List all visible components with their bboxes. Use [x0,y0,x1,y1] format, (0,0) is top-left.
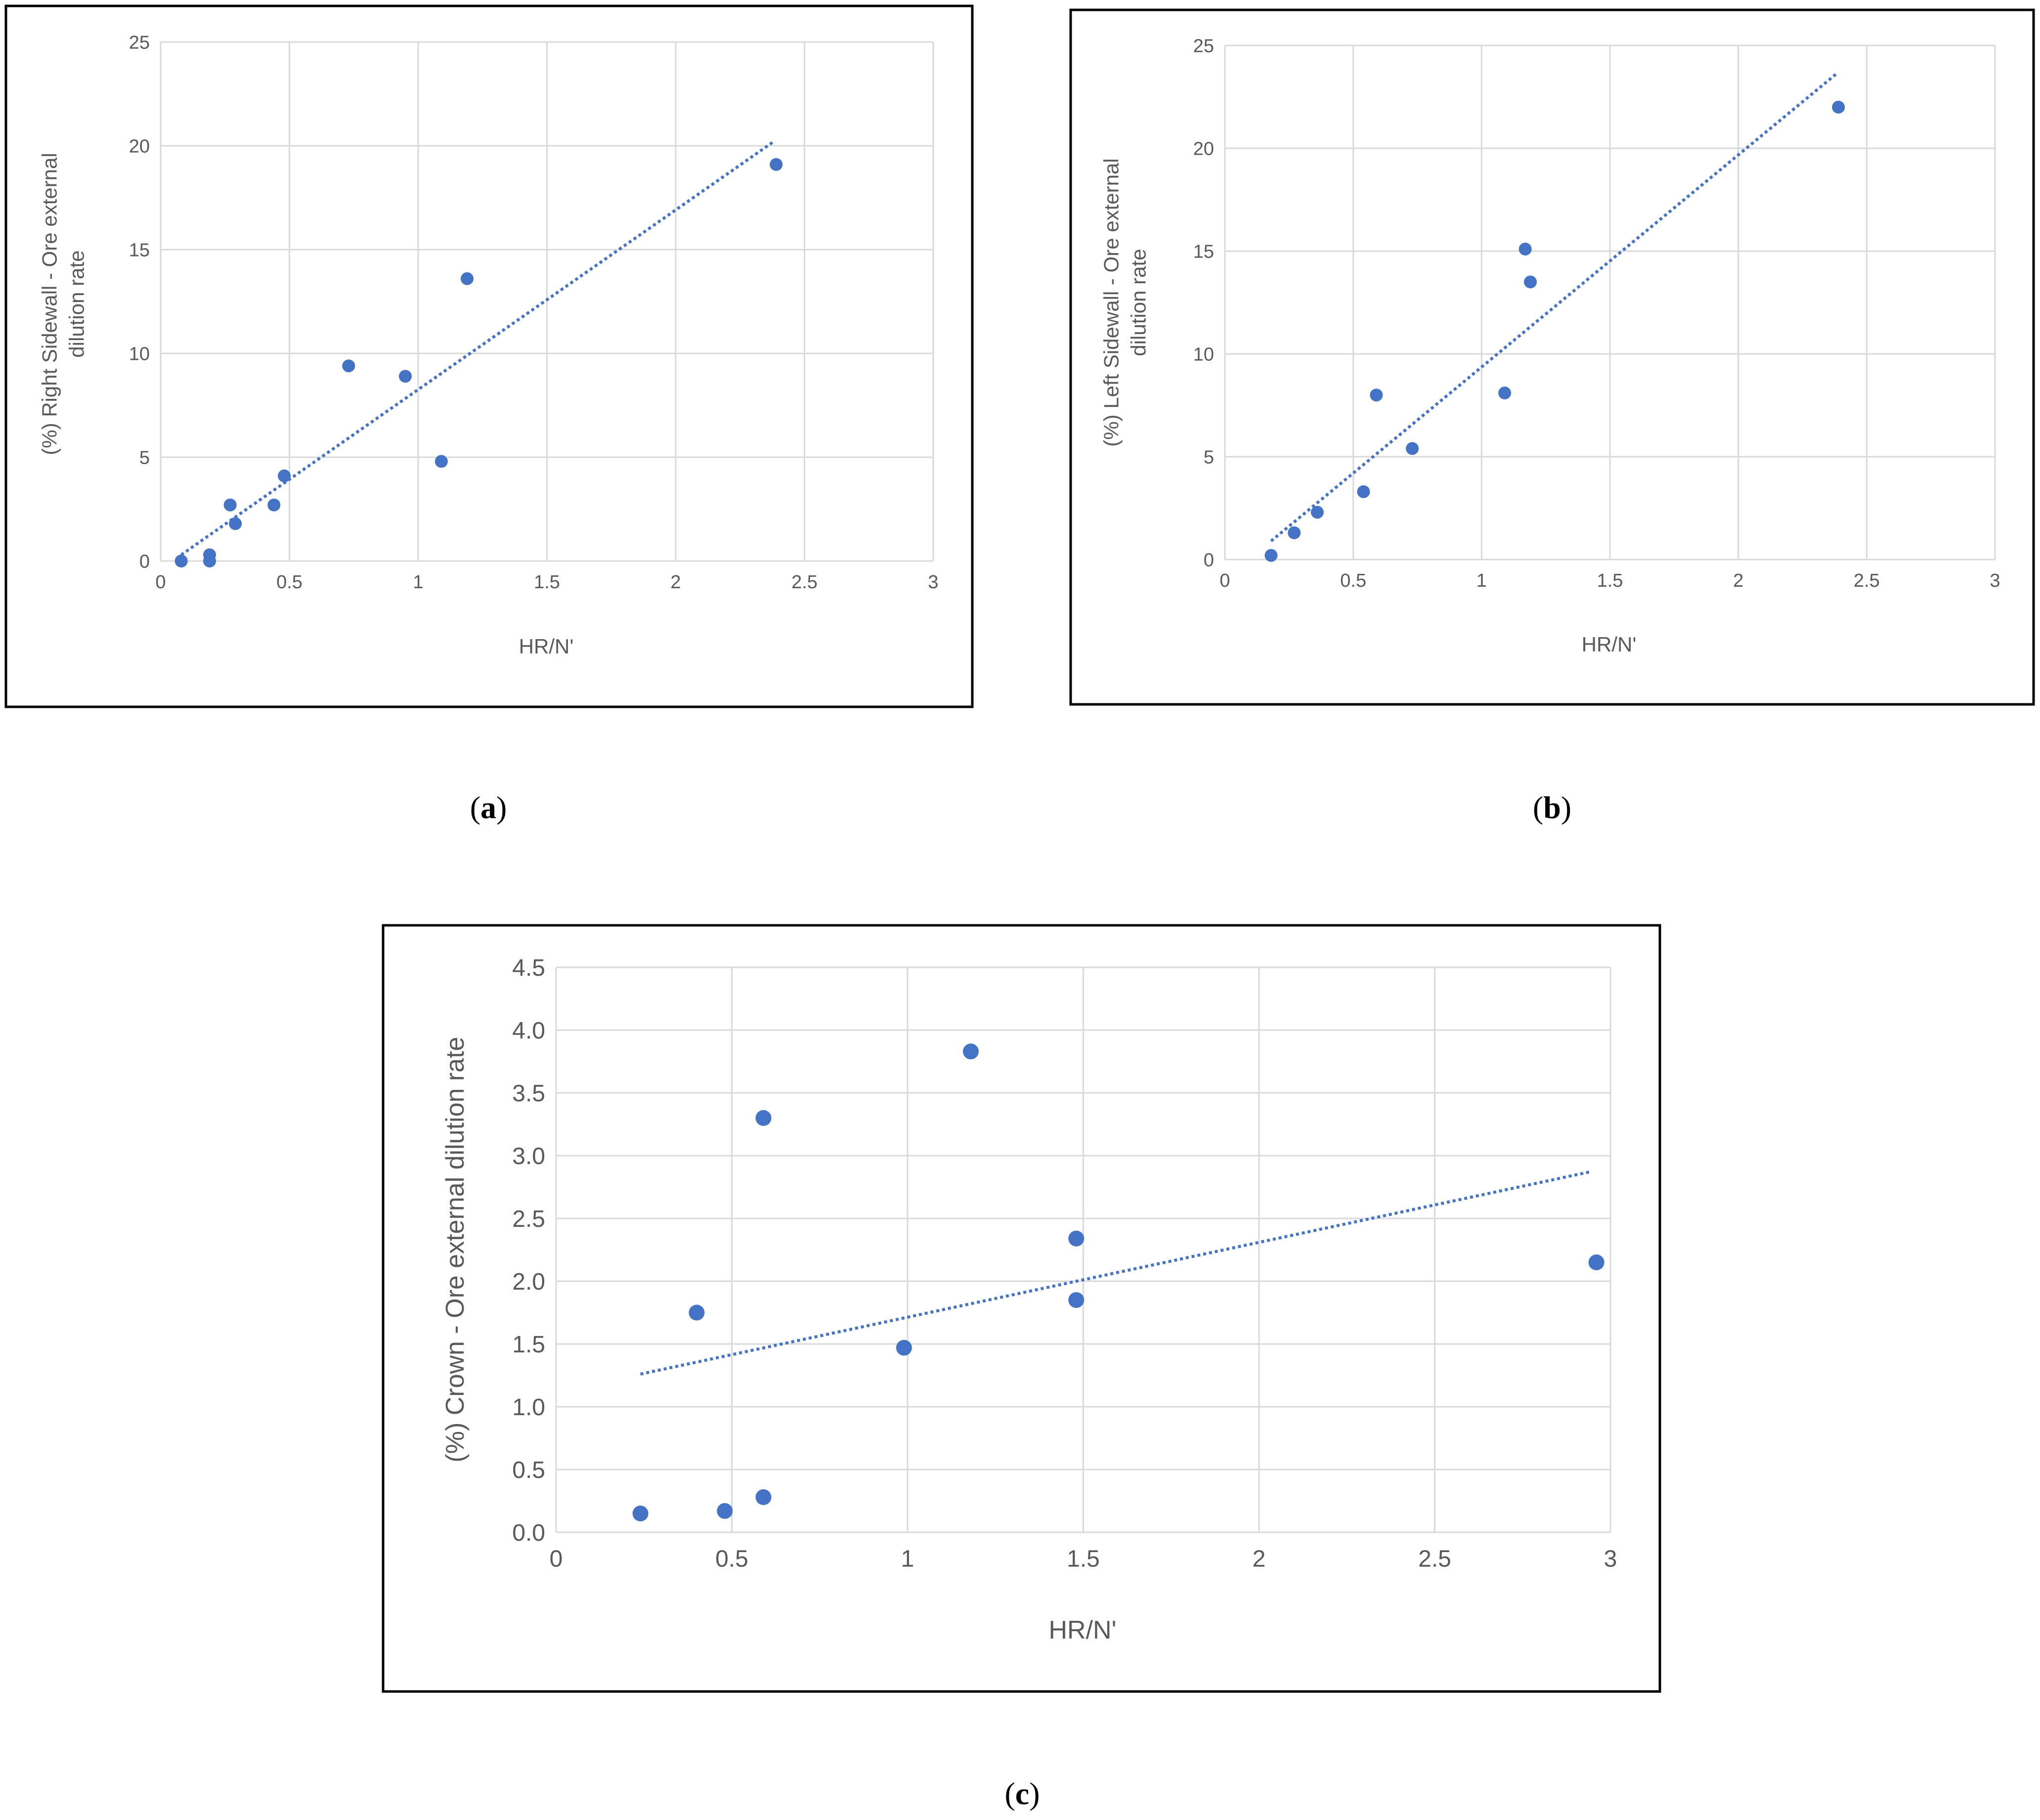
y-tick-label: 0.5 [512,1457,545,1483]
data-point [632,1505,649,1521]
x-axis-label: HR/N' [1048,1616,1116,1645]
x-tick-label: 1.5 [1597,570,1623,591]
data-point [1310,506,1324,519]
x-tick-label: 0.5 [1340,570,1366,591]
data-point [267,498,281,512]
x-tick-label: 1 [413,572,423,593]
y-axis-label: (%) Right Sidewall - Ore external [38,153,61,455]
data-point [1498,387,1512,400]
data-point [717,1503,733,1519]
data-point [229,517,242,530]
x-tick-label: 0 [550,1546,563,1572]
data-point [203,555,216,567]
y-tick-label: 25 [1193,36,1214,56]
y-tick-label: 1.5 [512,1332,545,1358]
trendline [1270,73,1837,542]
x-tick-label: 2.5 [1854,570,1880,591]
x-tick-label: 3 [928,572,938,593]
data-point [223,498,237,512]
data-point [342,359,355,373]
panel-b-frame [1069,8,2035,706]
data-point [755,1489,772,1505]
y-tick-label: 10 [129,344,150,364]
y-tick-label: 2.5 [512,1206,545,1232]
panel-a-frame [4,4,974,708]
y-tick-label: 3.5 [512,1081,545,1107]
y-axis-label: dilution rate [1127,249,1150,356]
data-point [1832,100,1845,114]
data-point [1519,242,1532,256]
data-point [460,272,474,285]
data-point [1357,485,1370,498]
y-tick-label: 0 [139,551,150,572]
x-tick-label: 0.5 [715,1546,748,1572]
y-tick-label: 15 [129,240,150,260]
x-tick-label: 0 [1219,570,1230,591]
trendline [640,1170,1590,1376]
y-tick-label: 20 [129,136,150,157]
y-tick-label: 10 [1193,344,1214,365]
data-point [1264,549,1278,562]
y-tick-label: 5 [139,447,150,468]
data-point [1406,442,1419,455]
chart-c: 0.0 0.5 1.0 1.5 2.0 2.5 3.0 3.5 4.0 4.5 0 0.5 1 1.5 2 2… [441,955,1617,1645]
x-tick-label: 1 [901,1546,914,1572]
x-tick-label: 2.5 [791,572,818,593]
chart-a: 0 5 10 15 20 25 0 0.5 1 1.5 2 2.5 3 HR/N' (%) Right Si… [38,32,939,658]
x-tick-label: 0 [155,572,166,593]
x-axis-label: HR/N' [1582,633,1637,656]
x-axis-label: HR/N' [519,635,574,658]
chart-b: 0 5 10 15 20 25 0 0.5 1 1.5 2 2.5 3 HR/N' (%) Left Sid… [1100,36,2000,656]
caption-a: (a) [470,790,507,825]
y-tick-label: 3.0 [512,1143,545,1170]
data-point [896,1340,912,1356]
x-tick-label: 2 [1733,570,1743,591]
y-tick-label: 5 [1204,447,1214,468]
caption-b: (b) [1533,790,1571,825]
data-point [770,158,783,171]
panel-c-frame [382,924,1661,1693]
data-point [962,1043,979,1060]
data-point [398,370,412,383]
data-point [689,1304,705,1321]
data-point [1068,1292,1085,1308]
x-tick-label: 0.5 [276,572,303,593]
data-point [1588,1254,1605,1270]
y-axis-label: (%) Crown - Ore external dilution rate [441,1037,470,1462]
x-tick-label: 1.5 [1067,1546,1100,1572]
y-tick-label: 4.0 [512,1018,545,1044]
y-tick-label: 1.0 [512,1394,545,1421]
data-point [1288,526,1301,539]
data-point [174,555,188,567]
caption-c: (c) [1004,1776,1040,1811]
x-tick-label: 2 [670,572,681,593]
y-axis-label: (%) Left Sidewall - Ore external [1100,158,1123,447]
trendline [180,140,775,556]
y-tick-label: 0.0 [512,1520,545,1546]
data-point [1068,1230,1085,1247]
data-point [278,469,291,482]
x-tick-label: 1 [1476,570,1487,591]
y-tick-label: 15 [1193,241,1214,262]
data-point [1370,389,1383,402]
x-tick-label: 2 [1253,1546,1266,1572]
data-point [1524,275,1537,289]
y-axis-label: dilution rate [65,250,88,357]
data-point [755,1110,772,1126]
y-tick-label: 25 [129,32,150,53]
x-tick-label: 2.5 [1418,1546,1451,1572]
x-tick-label: 3 [1604,1546,1617,1572]
y-tick-label: 0 [1204,550,1214,570]
y-tick-label: 2.0 [512,1269,545,1295]
y-tick-label: 20 [1193,138,1214,159]
data-point [434,455,448,468]
y-tick-label: 4.5 [512,955,545,981]
x-tick-label: 3 [1990,570,2000,591]
x-tick-label: 1.5 [534,572,560,593]
